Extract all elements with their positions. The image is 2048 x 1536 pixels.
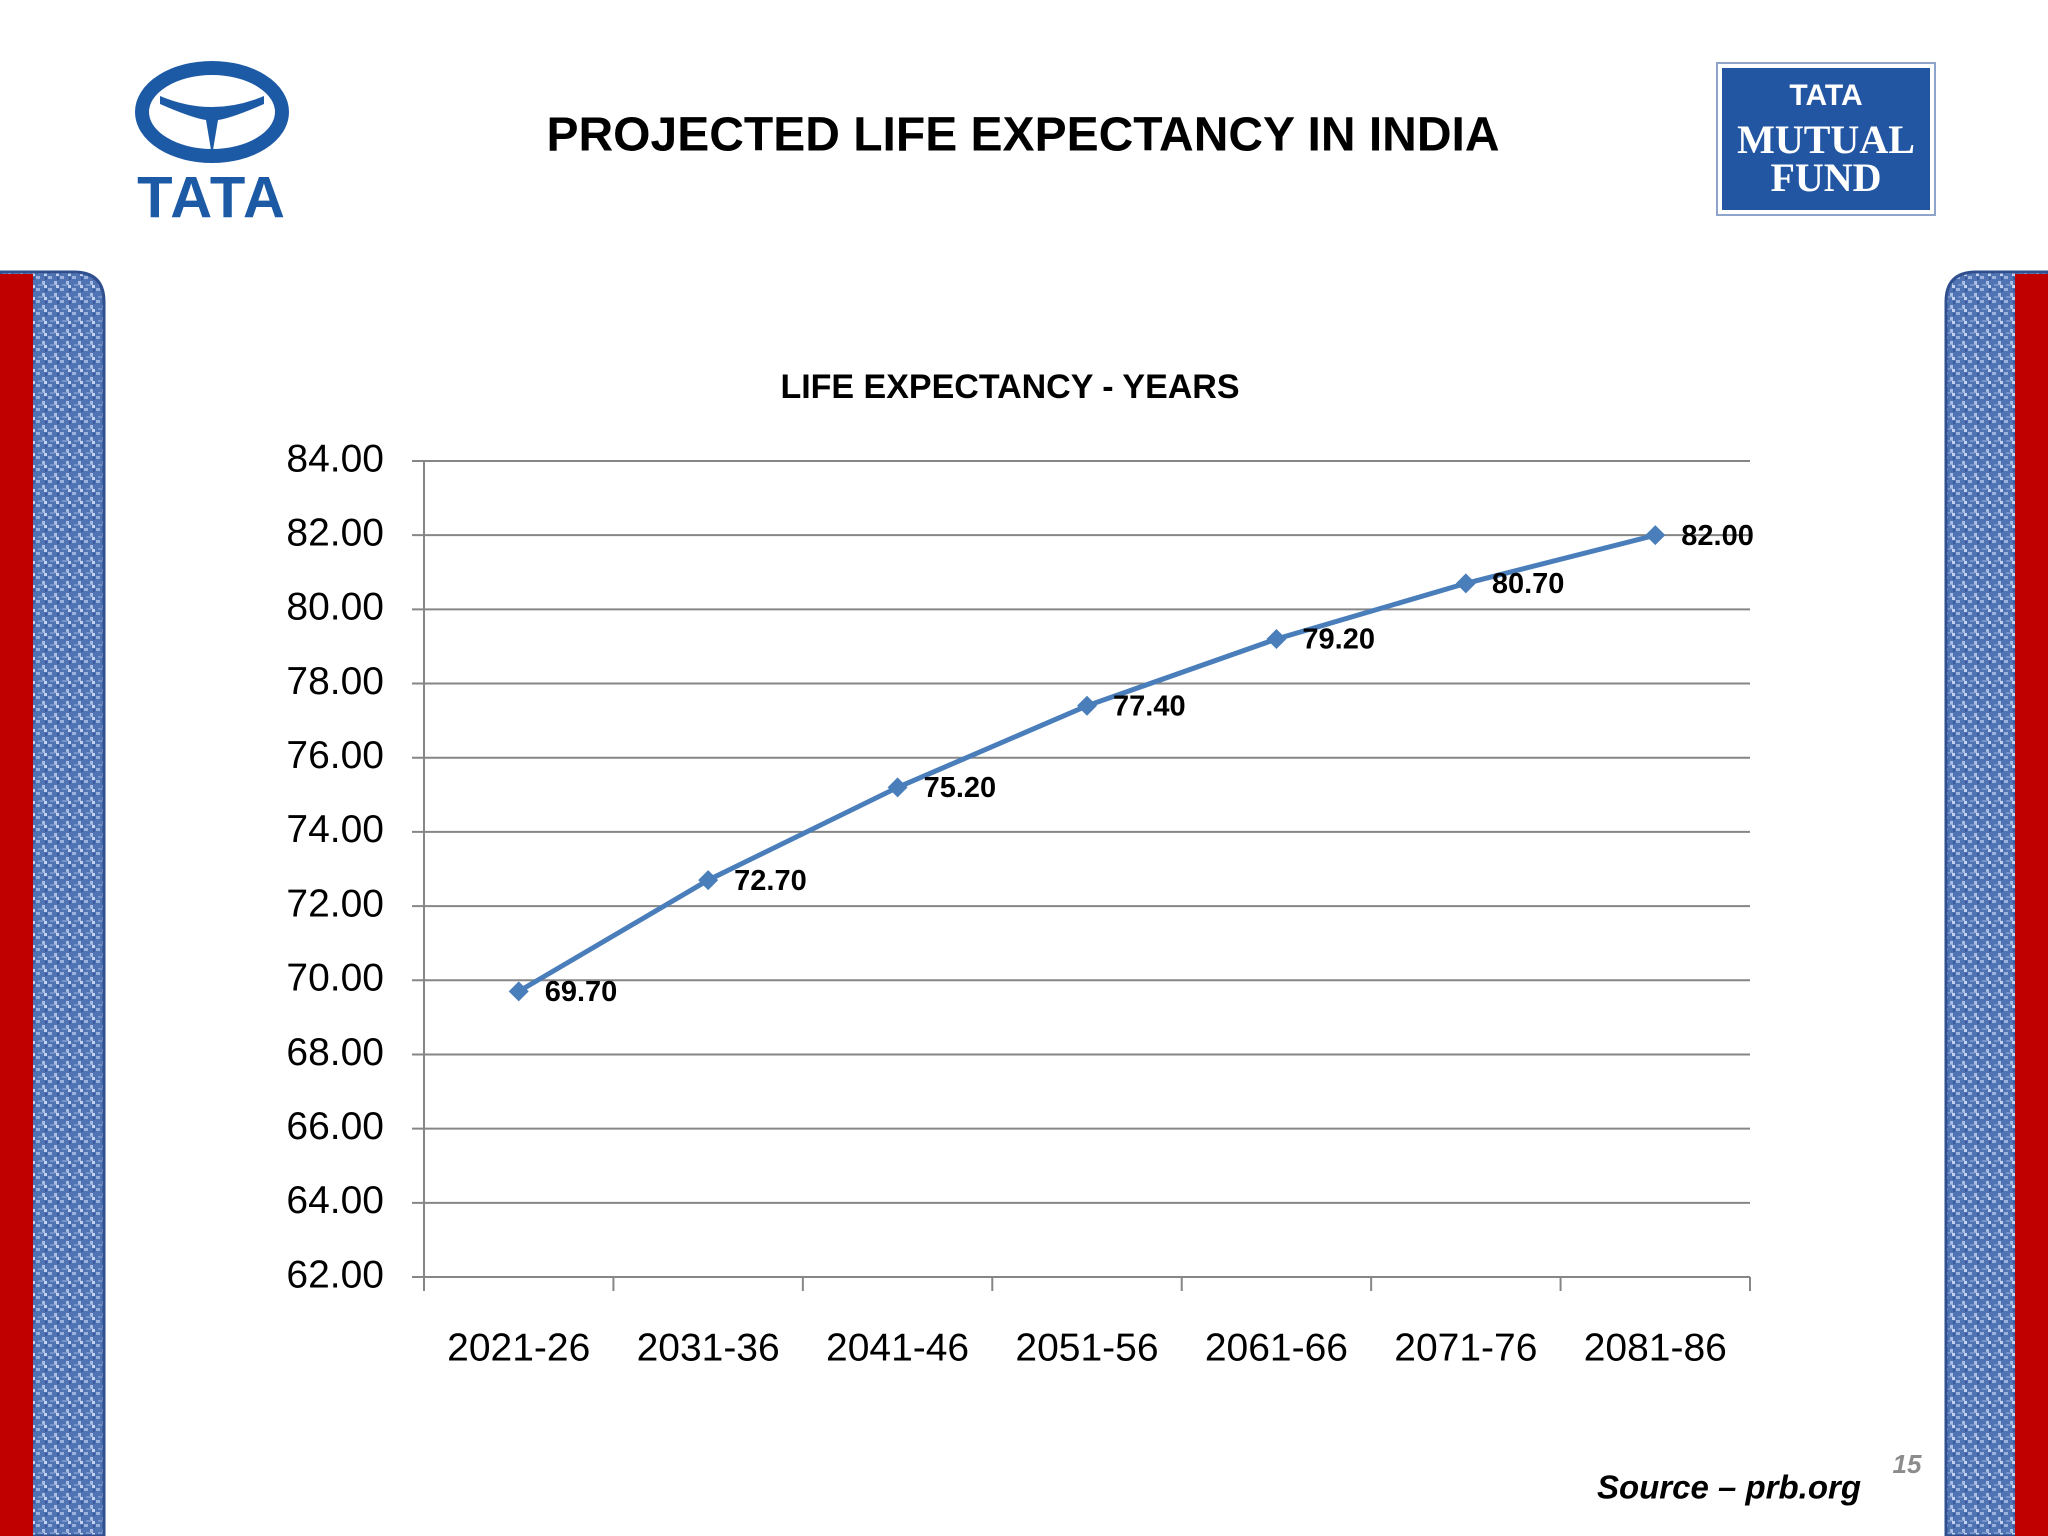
source: Source – prb.org [1597,1469,1861,1506]
data-label: 72.70 [734,865,807,897]
y-tick-label: 66.00 [286,1105,384,1148]
y-tick-label: 72.00 [286,882,384,925]
x-tick-label: 2061-66 [1205,1326,1348,1369]
tata-logo: TATA [135,61,289,230]
slide-title: PROJECTED LIFE EXPECTANCY IN INDIA [546,109,1499,162]
logo-line: MUTUAL [1737,117,1915,162]
marker [1645,525,1666,546]
logo-text: TATA [137,165,287,230]
x-tick-label: 2021-26 [447,1326,590,1369]
y-tick-label: 78.00 [286,660,384,703]
data-label: 75.20 [924,772,997,804]
series-line [517,532,1656,994]
x-tick-label: 2051-56 [1015,1326,1158,1369]
y-tick-label: 62.00 [286,1253,384,1296]
data-label: 82.00 [1681,520,1754,552]
data-label: 69.70 [545,976,618,1008]
data-label: 80.70 [1492,568,1565,600]
y-tick-label: 68.00 [286,1031,384,1074]
logo-line: TATA [1789,79,1862,112]
marker [698,870,719,891]
marker [1455,573,1476,594]
page-number: 15 [1893,1449,1922,1479]
y-tick-label: 64.00 [286,1179,384,1222]
marker [887,777,908,798]
y-tick-label: 84.00 [286,437,384,480]
x-tick-label: 2031-36 [637,1326,780,1369]
marker [1077,695,1097,716]
data-label: 77.40 [1113,690,1186,722]
y-tick-label: 74.00 [286,808,384,851]
mutual-fund-logo: TATA MUTUAL FUND [1716,62,1936,216]
right-band [1944,270,2048,1536]
logo-line: FUND [1770,155,1881,200]
chart-title: LIFE EXPECTANCY - YEARS [780,368,1239,406]
y-tick-label: 70.00 [286,957,384,1000]
y-tick-label: 80.00 [286,586,384,629]
x-tick-label: 2081-86 [1584,1326,1727,1369]
marker [508,981,529,1002]
left-band [0,270,106,1536]
x-tick-label: 2071-76 [1394,1326,1537,1369]
y-tick-label: 76.00 [286,734,384,777]
marker [1266,629,1287,650]
x-tick-label: 2041-46 [826,1326,969,1369]
y-tick-label: 82.00 [286,511,384,554]
data-label: 79.20 [1302,624,1375,656]
